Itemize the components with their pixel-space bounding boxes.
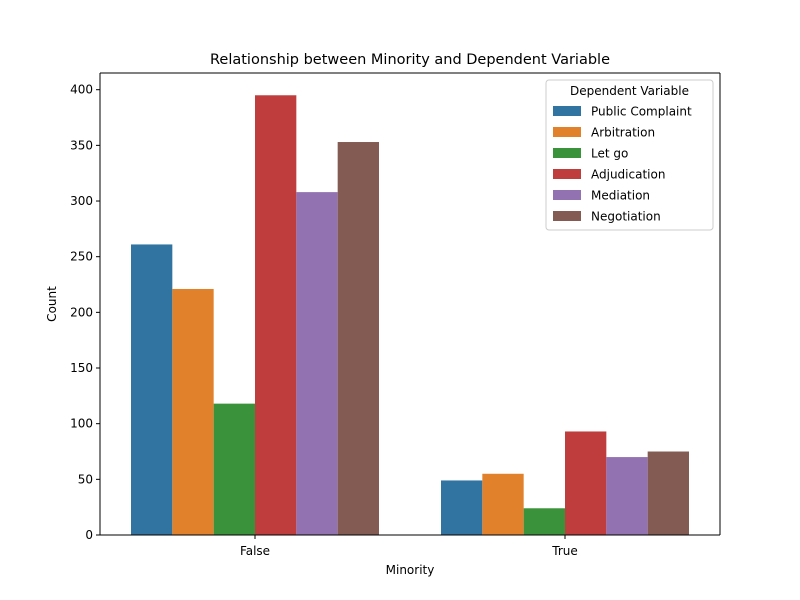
legend-label-arbitration: Arbitration bbox=[591, 126, 655, 140]
bar-let-go-true bbox=[523, 508, 565, 535]
legend-label-mediation: Mediation bbox=[591, 189, 650, 203]
x-axis-label: Minority bbox=[386, 563, 435, 577]
legend-label-let-go: Let go bbox=[591, 147, 628, 161]
legend-frame bbox=[545, 79, 714, 231]
legend-label-adjudication: Adjudication bbox=[591, 168, 665, 182]
bar-mediation-true bbox=[606, 457, 648, 535]
y-tick-label: 250 bbox=[70, 250, 93, 264]
y-tick-label: 350 bbox=[70, 138, 93, 152]
bar-adjudication-false bbox=[255, 95, 297, 535]
bar-let-go-false bbox=[213, 403, 255, 535]
bar-public-complaint-false bbox=[131, 244, 173, 535]
y-tick-label: 100 bbox=[70, 417, 93, 431]
y-tick-label: 50 bbox=[78, 472, 93, 486]
bar-adjudication-true bbox=[565, 431, 607, 535]
x-tick-label: False bbox=[240, 544, 270, 558]
legend: Dependent Variable Public Complaint Arbit… bbox=[545, 79, 714, 231]
x-tick-label: True bbox=[551, 544, 578, 558]
y-tick-label: 150 bbox=[70, 361, 93, 375]
y-tick-label: 400 bbox=[70, 83, 93, 97]
legend-label-public-complaint: Public Complaint bbox=[591, 105, 692, 119]
bar-arbitration-false bbox=[172, 288, 214, 535]
y-tick-label: 200 bbox=[70, 305, 93, 319]
legend-swatch-negotiation bbox=[553, 211, 581, 221]
bar-arbitration-true bbox=[482, 473, 524, 535]
bar-mediation-false bbox=[296, 192, 338, 535]
bar-negotiation-false bbox=[337, 142, 379, 536]
legend-swatch-adjudication bbox=[553, 169, 581, 179]
legend-swatch-arbitration bbox=[553, 127, 581, 137]
y-tick-label: 0 bbox=[85, 528, 93, 542]
legend-swatch-mediation bbox=[553, 190, 581, 200]
bar-negotiation-true bbox=[647, 451, 689, 535]
y-tick-label: 300 bbox=[70, 194, 93, 208]
y-axis-label: Count bbox=[45, 286, 59, 322]
legend-label-negotiation: Negotiation bbox=[591, 210, 661, 224]
bar-public-complaint-true bbox=[441, 480, 483, 535]
legend-title: Dependent Variable bbox=[570, 84, 689, 98]
chart-title: Relationship between Minority and Depend… bbox=[210, 52, 610, 68]
legend-swatch-let-go bbox=[553, 148, 581, 158]
legend-swatch-public-complaint bbox=[553, 106, 581, 116]
